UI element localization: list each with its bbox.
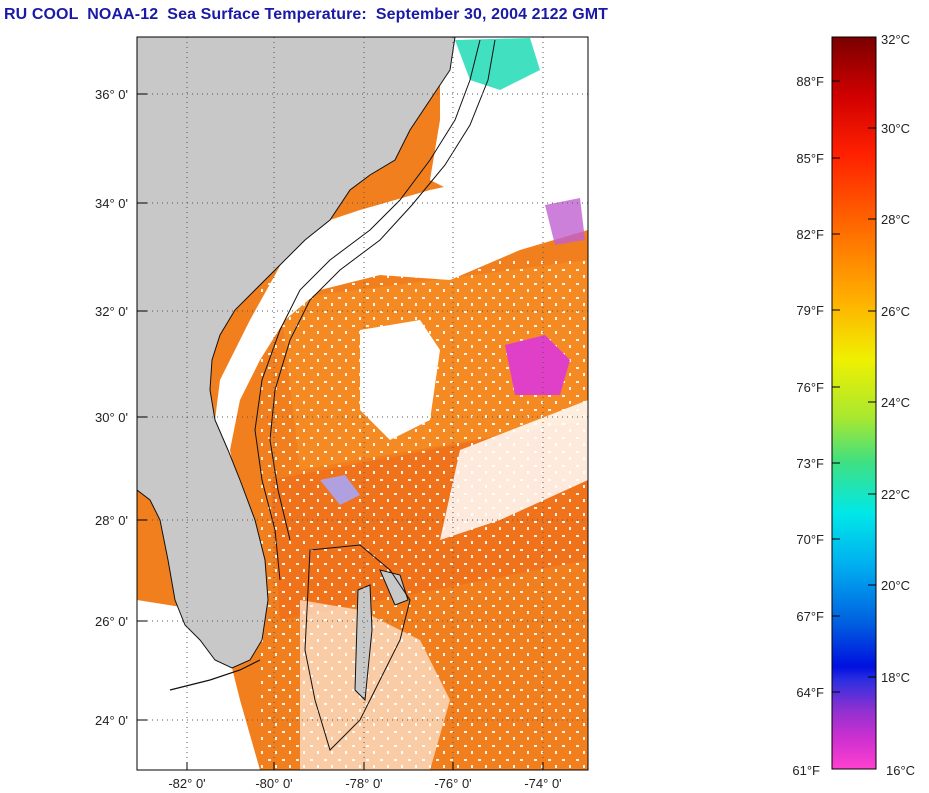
lat-ticks [137,93,147,721]
cloud-speckle [260,260,588,770]
colorbar-c-label-28: 28°C [881,212,910,227]
colorbar-f-label-61: 61°F [792,763,820,778]
colorbar-c-label-16: 16°C [886,763,915,778]
colorbar-f-label-64: 64°F [796,685,824,700]
cool-water-patch-north [455,38,540,90]
colorbar-f-label-76: 76°F [796,380,824,395]
lon-labels: -82° 0' -80° 0' -78° 0' -76° 0' -74° 0' [168,776,561,791]
colorbar-f-label-79: 79°F [796,303,824,318]
isobath-contour-1 [254,39,481,581]
colorbar-c-label-32: 32°C [881,32,910,47]
lat-label-36: 36° 0' [95,87,128,102]
lat-label-30: 30° 0' [95,410,128,425]
lat-label-26: 26° 0' [95,614,128,629]
page-title: RU COOL NOAA-12 Sea Surface Temperature:… [4,6,609,23]
colorbar-c-label-20: 20°C [881,578,910,593]
cloud-cover-southwest [137,600,260,770]
colorbar-c-label-22: 22°C [881,487,910,502]
lon-label-74: -74° 0' [524,776,561,791]
colorbar-f-label-70: 70°F [796,532,824,547]
isobath-contour-2 [269,39,496,541]
graticule [137,37,588,770]
lon-label-82: -82° 0' [168,776,205,791]
colorbar-f-label-82: 82°F [796,227,824,242]
lat-label-34: 34° 0' [95,196,128,211]
colorbar-c-label-26: 26°C [881,304,910,319]
cool-water-patch-east [505,335,570,395]
isobath-keys [169,659,261,691]
colorbar-c-label-24: 24°C [881,395,910,410]
colorbar: 88°F 85°F 82°F 79°F 76°F 73°F 70°F 67°F … [792,32,915,778]
cloud-cover-shelf [210,160,588,520]
colorbar-f-label-73: 73°F [796,456,824,471]
lat-labels: 36° 0' 34° 0' 32° 0' 30° 0' 28° 0' 26° 0… [95,87,128,728]
cool-water-patch-east-2 [320,475,360,505]
lat-label-24: 24° 0' [95,713,128,728]
colorbar-c-label-18: 18°C [881,670,910,685]
colorbar-f-label-85: 85°F [796,151,824,166]
lat-label-28: 28° 0' [95,513,128,528]
lat-label-32: 32° 0' [95,304,128,319]
lon-label-78: -78° 0' [345,776,382,791]
colorbar-c-label-30: 30°C [881,121,910,136]
isobath-bahamas [304,544,411,751]
sst-map [137,37,588,770]
colorbar-gradient [831,36,877,770]
lon-label-76: -76° 0' [434,776,471,791]
colorbar-f-ticks [832,80,840,693]
lon-ticks [186,762,544,770]
land-bahamas-2 [379,569,409,606]
colorbar-f-label-67: 67°F [796,609,824,624]
colorbar-c-ticks [868,127,876,678]
lon-label-80: -80° 0' [255,776,292,791]
cool-water-patch-shelf [545,198,585,245]
colorbar-f-label-88: 88°F [796,74,824,89]
land-mainland [137,37,456,669]
map-border [136,36,589,771]
